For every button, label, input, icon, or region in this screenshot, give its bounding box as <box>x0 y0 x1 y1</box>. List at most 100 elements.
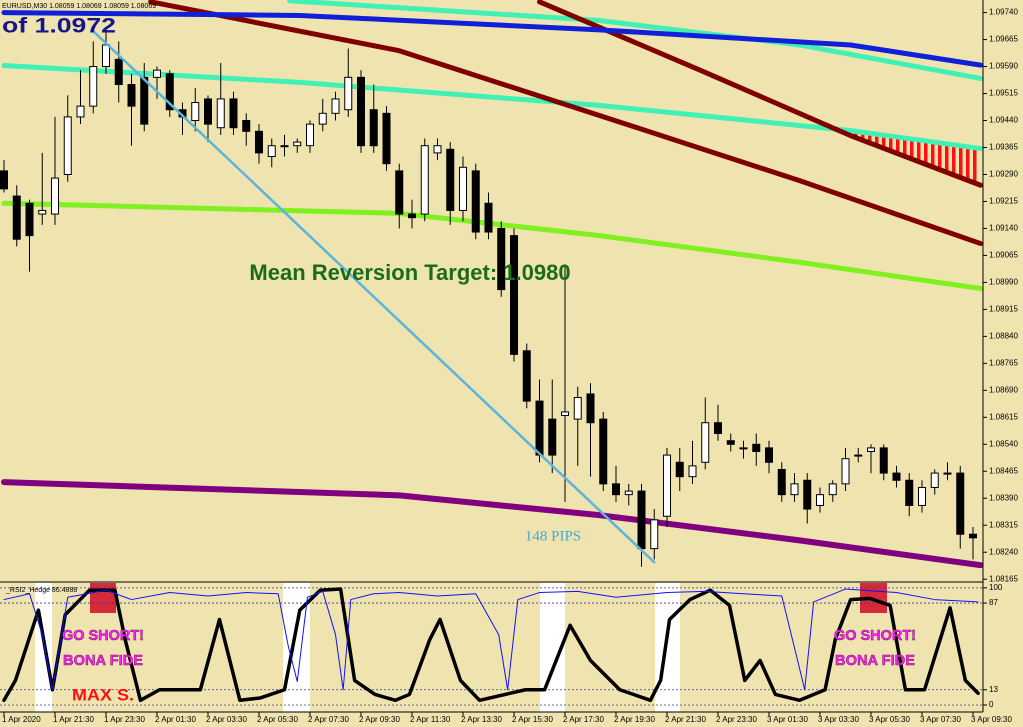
candle-body <box>459 166 467 211</box>
candle-body <box>433 145 442 154</box>
candle-body <box>522 350 531 402</box>
y-tick-label: 1.08165 <box>989 574 1018 583</box>
candle-body <box>76 105 85 118</box>
pips-label: 148 PIPS <box>525 528 581 544</box>
candle-body <box>561 411 569 417</box>
candle-body <box>969 533 977 539</box>
candle-body <box>599 418 608 485</box>
candle-body <box>739 447 748 450</box>
y-tick-label: 1.08840 <box>989 331 1018 340</box>
target-label: Mean Reversion Target: 1.0980 <box>249 260 570 285</box>
candle-body <box>140 76 149 125</box>
chart-title: EURUSD,M30 1.08059 1.08069 1.08059 1.080… <box>2 3 156 10</box>
candle-body <box>127 84 136 107</box>
x-tick-label: 2 Apr 15:30 <box>512 715 553 724</box>
candle-body <box>930 472 939 488</box>
x-tick-label: 3 Apr 03:30 <box>818 715 859 724</box>
y-tick-label: 1.09740 <box>989 8 1018 17</box>
x-tick-label: 2 Apr 11:30 <box>410 715 451 724</box>
candle-body <box>879 447 888 474</box>
trend-line <box>91 29 656 564</box>
candle-body <box>38 209 47 215</box>
candle-body <box>191 102 200 122</box>
y-tick-label: 1.08915 <box>989 304 1018 313</box>
candle-body <box>408 213 416 219</box>
candle-body <box>892 472 901 481</box>
candle-body <box>318 112 327 125</box>
x-tick-label: 2 Apr 19:30 <box>614 715 655 724</box>
candle-body <box>471 170 480 233</box>
candle-body <box>344 76 353 111</box>
annotation: MAX S. <box>72 685 134 704</box>
candle-body <box>420 145 429 215</box>
candle-body <box>816 494 824 506</box>
y-tick-label: 1.08315 <box>989 520 1018 529</box>
candle-body <box>331 98 340 114</box>
y-tick-label: 100 <box>989 583 1003 592</box>
y-tick-label: 1.09065 <box>989 251 1018 260</box>
annotation: BONA FIDE <box>63 652 143 669</box>
candle-body <box>828 483 837 496</box>
annotations: GO SHORT! BONA FIDE GO SHORT! BONA FIDE <box>62 627 917 670</box>
candle-body <box>357 76 365 147</box>
series-line <box>1 479 983 569</box>
candle-body <box>369 109 378 147</box>
candle-body <box>765 447 773 463</box>
x-tick-label: 2 Apr 03:30 <box>206 715 247 724</box>
series-line <box>1 10 983 68</box>
candle-body <box>63 116 72 175</box>
candle-body <box>446 148 455 211</box>
candle-body <box>854 454 863 457</box>
candle-body <box>102 44 110 68</box>
candle-body <box>204 98 212 125</box>
candle-body <box>841 458 850 485</box>
x-tick-label: 1 Apr 21:30 <box>53 715 94 724</box>
y-tick-label: 0 <box>989 700 994 709</box>
candle-body <box>612 483 620 496</box>
y-tick-label: 1.09290 <box>989 170 1018 179</box>
candle-body <box>675 461 684 478</box>
candle-body <box>510 235 518 355</box>
indicator-panel <box>0 587 983 706</box>
series-line <box>287 0 983 81</box>
annotation: BONA FIDE <box>835 652 915 669</box>
candle-body <box>777 468 786 496</box>
y-tick-label: 1.08990 <box>989 278 1018 287</box>
candle-body <box>242 120 251 132</box>
candle-body <box>306 123 314 147</box>
series-line <box>148 0 983 247</box>
y-tick-label: 1.08240 <box>989 547 1018 556</box>
candle-body <box>573 397 582 420</box>
candle-body <box>688 465 697 478</box>
candle-body <box>229 98 238 129</box>
x-tick-label: 3 Apr 07:30 <box>920 715 961 724</box>
x-tick-label: 3 Apr 09:30 <box>971 715 1012 724</box>
price-panel <box>0 0 983 569</box>
candle-body <box>25 202 34 237</box>
y-tick-label: 1.09590 <box>989 62 1018 71</box>
candle-body <box>548 418 557 456</box>
candle-body <box>89 66 98 107</box>
candle-body <box>255 130 263 154</box>
x-tick-label: 1 Apr 23:30 <box>104 715 145 724</box>
candle-body <box>701 422 710 463</box>
candle-body <box>663 454 671 517</box>
candle-body <box>803 479 812 510</box>
candle-body <box>216 98 225 129</box>
y-tick-label: 1.08465 <box>989 466 1018 475</box>
candle-body <box>956 472 965 535</box>
candle-body <box>395 170 404 215</box>
x-tick-label: 2 Apr 21:30 <box>665 715 706 724</box>
candle-body <box>726 440 735 445</box>
series-line <box>3 588 979 691</box>
candle-body <box>51 177 59 215</box>
y-tick-label: 1.08765 <box>989 358 1018 367</box>
candle-body <box>12 195 21 240</box>
x-tick-label: 1 Apr 2020 <box>2 715 41 724</box>
y-tick-label: 1.09215 <box>989 197 1018 206</box>
candle-body <box>0 170 8 190</box>
x-tick-label: 2 Apr 09:30 <box>359 715 400 724</box>
